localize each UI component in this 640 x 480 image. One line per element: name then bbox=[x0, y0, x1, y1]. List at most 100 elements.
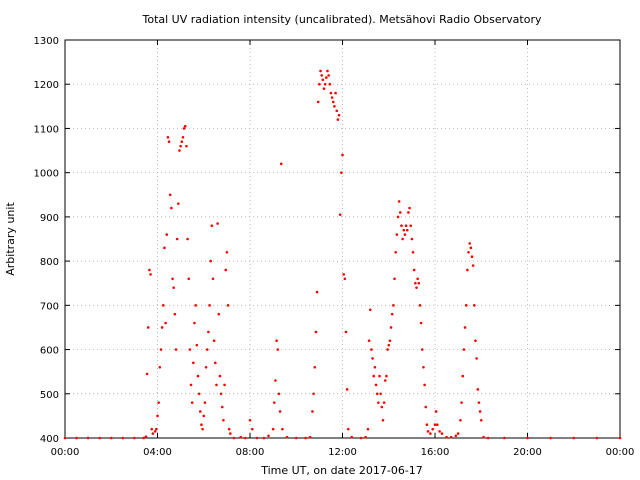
data-point bbox=[438, 430, 441, 433]
data-point bbox=[209, 259, 212, 263]
data-point bbox=[333, 105, 336, 108]
data-point bbox=[186, 237, 189, 241]
data-point bbox=[198, 410, 202, 413]
data-point bbox=[172, 286, 175, 289]
data-point bbox=[207, 330, 210, 334]
data-point bbox=[595, 436, 599, 440]
x-tick-label: 20:00 bbox=[513, 447, 542, 458]
data-point bbox=[215, 383, 218, 387]
data-point bbox=[436, 423, 439, 427]
data-point bbox=[474, 339, 477, 343]
y-tick-label: 1200 bbox=[34, 80, 59, 91]
data-point bbox=[418, 304, 422, 307]
data-point bbox=[382, 401, 386, 404]
data-point bbox=[476, 388, 480, 391]
data-point bbox=[331, 100, 335, 104]
data-point bbox=[272, 401, 276, 404]
data-point bbox=[429, 432, 432, 435]
data-point bbox=[314, 330, 318, 334]
gridlines bbox=[65, 40, 620, 438]
data-point bbox=[425, 423, 429, 427]
data-point bbox=[163, 246, 166, 250]
data-point bbox=[412, 268, 416, 272]
data-point bbox=[392, 304, 395, 307]
y-tick-label: 500 bbox=[40, 390, 59, 401]
data-point bbox=[146, 326, 150, 329]
data-point bbox=[214, 361, 217, 365]
data-point bbox=[367, 339, 371, 343]
data-point bbox=[156, 414, 159, 418]
data-point bbox=[549, 436, 552, 440]
data-points bbox=[63, 69, 622, 440]
data-point bbox=[419, 321, 423, 325]
data-point bbox=[277, 392, 281, 396]
data-point bbox=[350, 435, 354, 439]
data-point bbox=[423, 383, 426, 387]
data-point bbox=[397, 200, 401, 203]
data-point bbox=[466, 268, 469, 272]
data-point bbox=[404, 224, 408, 228]
data-point bbox=[486, 436, 490, 440]
data-point bbox=[381, 419, 385, 422]
y-tick-label: 800 bbox=[40, 257, 59, 268]
data-point bbox=[193, 321, 196, 325]
data-point bbox=[388, 339, 392, 343]
data-point bbox=[133, 436, 136, 440]
data-point bbox=[368, 308, 372, 312]
data-point bbox=[503, 436, 506, 440]
data-point bbox=[180, 140, 184, 144]
data-point bbox=[239, 435, 243, 439]
data-point bbox=[175, 237, 179, 241]
data-point bbox=[440, 432, 444, 435]
data-point bbox=[166, 135, 170, 139]
plot-frame bbox=[64, 39, 621, 439]
data-point bbox=[375, 392, 379, 396]
data-point bbox=[232, 436, 236, 440]
y-tick-label: 700 bbox=[40, 301, 59, 312]
data-point bbox=[470, 255, 474, 258]
data-point bbox=[415, 286, 418, 289]
data-point bbox=[285, 435, 289, 439]
data-point bbox=[224, 268, 228, 272]
data-point bbox=[267, 434, 270, 438]
data-point bbox=[371, 357, 374, 360]
data-point bbox=[294, 436, 298, 440]
data-point bbox=[204, 365, 208, 369]
data-point bbox=[400, 224, 403, 228]
data-point bbox=[160, 326, 164, 329]
data-point bbox=[340, 171, 343, 174]
data-point bbox=[183, 124, 187, 128]
data-point bbox=[312, 392, 315, 396]
data-point bbox=[168, 193, 172, 197]
data-point bbox=[343, 277, 347, 281]
data-point bbox=[345, 388, 349, 391]
data-point bbox=[279, 162, 283, 166]
data-point bbox=[456, 432, 460, 435]
y-tick-label: 1300 bbox=[34, 36, 59, 47]
data-point bbox=[316, 100, 320, 104]
data-point bbox=[482, 435, 485, 439]
data-point bbox=[171, 277, 174, 281]
data-point bbox=[338, 213, 342, 216]
data-point bbox=[477, 401, 481, 404]
data-point bbox=[373, 365, 377, 369]
data-point bbox=[208, 304, 211, 307]
data-point bbox=[211, 277, 215, 281]
data-point bbox=[145, 372, 149, 376]
data-point bbox=[395, 233, 399, 236]
x-tick-label: 12:00 bbox=[328, 447, 357, 458]
data-point bbox=[227, 427, 231, 431]
x-axis-label: Time UT, on date 2017-06-17 bbox=[260, 464, 423, 477]
data-point bbox=[200, 423, 203, 427]
data-point bbox=[178, 149, 181, 152]
data-point bbox=[278, 410, 282, 413]
data-point bbox=[618, 436, 622, 440]
data-point bbox=[229, 432, 232, 435]
data-point bbox=[220, 405, 224, 409]
data-point bbox=[379, 392, 382, 396]
data-point bbox=[366, 427, 370, 431]
data-point bbox=[370, 348, 373, 351]
data-point bbox=[155, 427, 158, 431]
y-tick-label: 1000 bbox=[34, 169, 59, 180]
